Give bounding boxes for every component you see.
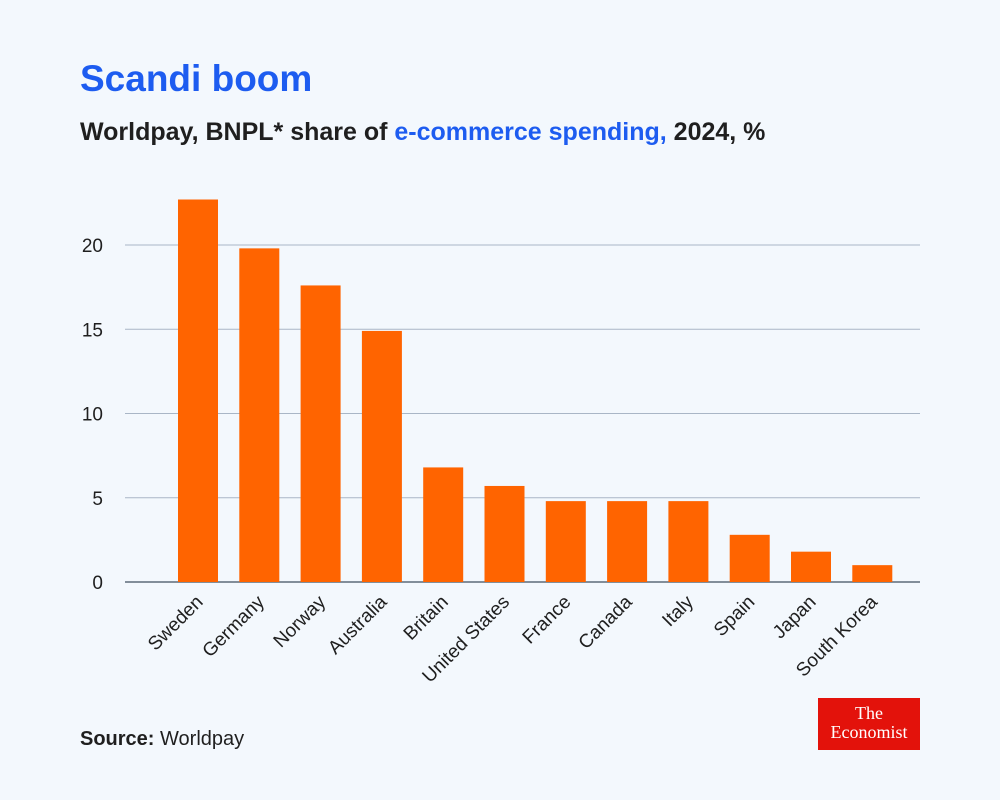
y-tick-label: 10 (82, 405, 103, 426)
source-label: Source: (80, 728, 155, 750)
x-tick-label: Sweden (144, 592, 207, 655)
x-tick-label: Canada (575, 591, 637, 653)
chart-subtitle: Worldpay, BNPL* share of e-commerce spen… (80, 118, 765, 147)
logo-line-2: Economist (830, 722, 908, 742)
y-tick-label: 15 (82, 320, 103, 341)
x-tick-label: France (519, 592, 576, 649)
x-tick-label: Japan (769, 592, 820, 643)
logo-line-1: The (855, 703, 883, 723)
bar-sweden (178, 199, 218, 582)
bar-britain (423, 467, 464, 582)
bar-spain (729, 534, 770, 582)
economist-logo: The Economist (818, 698, 920, 750)
bar-japan (791, 551, 831, 582)
source-note: Source: Worldpay (80, 728, 244, 751)
bar-united-states (484, 485, 525, 582)
source-value: Worldpay (154, 728, 245, 750)
y-tick-label: 20 (82, 236, 103, 257)
bar-france (545, 501, 586, 582)
y-tick-label: 5 (92, 489, 103, 510)
chart-title: Scandi boom (80, 58, 313, 99)
bar-italy (668, 501, 709, 582)
x-tick-label: Britain (400, 592, 453, 645)
y-axis-ticks: 0 5 10 15 20 (82, 236, 103, 594)
bar-canada (607, 501, 648, 582)
bar-south-korea (852, 565, 893, 582)
x-tick-label: Australia (324, 591, 391, 658)
subtitle-suffix: 2024, % (666, 118, 766, 146)
bar-norway (300, 285, 341, 582)
bar-germany (239, 248, 280, 582)
y-tick-label: 0 (92, 573, 103, 594)
x-tick-label: Germany (199, 591, 269, 661)
x-tick-label: Norway (270, 591, 331, 652)
subtitle-highlight: e-commerce spending, (394, 118, 667, 146)
bars (178, 199, 893, 582)
subtitle-prefix: Worldpay, BNPL* share of (80, 118, 395, 146)
x-tick-label: Spain (710, 592, 759, 641)
x-tick-label: Italy (658, 591, 698, 631)
bar-australia (361, 330, 402, 582)
